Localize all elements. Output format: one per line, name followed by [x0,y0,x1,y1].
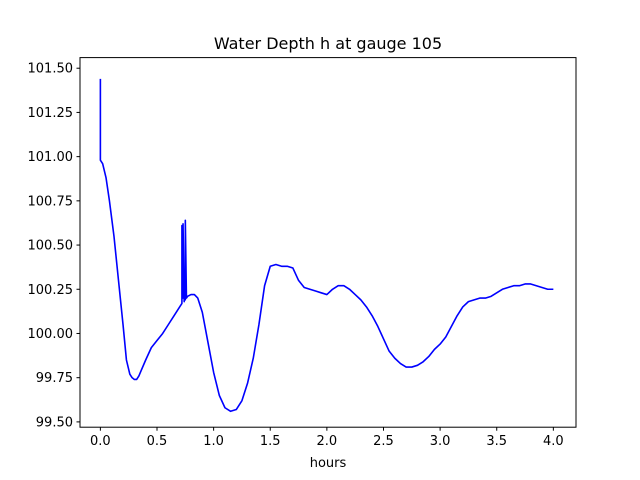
y-tick-label: 100.25 [28,283,74,298]
x-tick-label: 4.0 [543,434,564,449]
x-tick-label: 0.0 [90,434,111,449]
chart-title: Water Depth h at gauge 105 [214,34,442,53]
y-tick-label: 99.75 [36,371,73,386]
x-tick-label: 1.5 [260,434,281,449]
y-axis: 99.50 99.75 100.00 100.25 100.50 100.75 101.00… [28,62,80,430]
x-tick-label: 1.0 [203,434,224,449]
y-tick-label: 101.50 [28,62,74,77]
x-axis-label: hours [310,456,347,471]
series-line [99,78,554,413]
y-tick-label: 101.00 [28,150,74,165]
y-tick-label: 100.50 [28,239,74,254]
y-tick-label: 100.00 [28,327,74,342]
x-tick-label: 3.5 [486,434,507,449]
y-tick-label: 99.50 [36,415,73,430]
y-tick-label: 101.25 [28,106,74,121]
plot-frame [79,57,577,428]
y-tick-label: 100.75 [28,194,74,209]
x-tick-label: 0.5 [147,434,168,449]
x-tick-label: 2.0 [317,434,338,449]
plot-area [80,57,576,428]
x-tick-label: 3.0 [430,434,451,449]
x-axis: 0.0 0.5 1.0 1.5 2.0 2.5 3.0 3.5 4.0 [90,427,564,449]
series-layer [99,78,554,413]
x-tick-label: 2.5 [373,434,394,449]
